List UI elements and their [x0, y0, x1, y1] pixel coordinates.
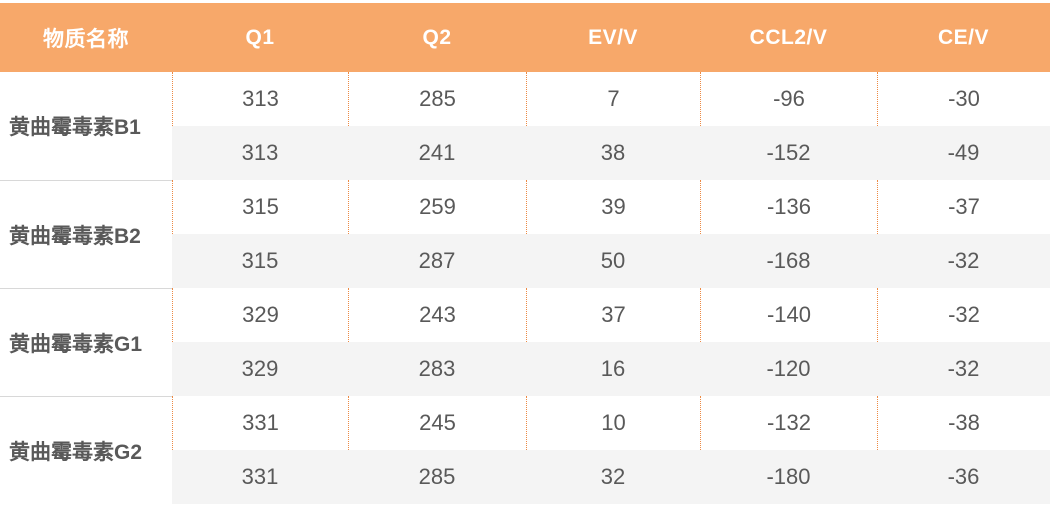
data-cell: -132: [700, 396, 877, 450]
data-cell: 287: [348, 234, 526, 288]
data-cell: 283: [348, 342, 526, 396]
data-cell: 315: [172, 234, 348, 288]
data-cell: -120: [700, 342, 877, 396]
header-ccl2: CCL2/V: [700, 3, 877, 72]
data-cell: -140: [700, 288, 877, 342]
data-cell: -32: [877, 288, 1050, 342]
data-cell: -49: [877, 126, 1050, 180]
data-cell: -38: [877, 396, 1050, 450]
data-cell: 50: [526, 234, 700, 288]
header-substance-name: 物质名称: [0, 3, 172, 72]
substance-name-b1: 黄曲霉毒素B1: [0, 72, 172, 180]
data-cell: 16: [526, 342, 700, 396]
data-cell: 331: [172, 396, 348, 450]
data-cell: -96: [700, 72, 877, 126]
data-cell: -152: [700, 126, 877, 180]
header-ce: CE/V: [877, 3, 1050, 72]
data-cell: -168: [700, 234, 877, 288]
data-cell: -180: [700, 450, 877, 504]
data-cell: 285: [348, 450, 526, 504]
data-cell: 331: [172, 450, 348, 504]
data-cell: 285: [348, 72, 526, 126]
header-q1: Q1: [172, 3, 348, 72]
substance-name-g1: 黄曲霉毒素G1: [0, 288, 172, 396]
data-cell: 7: [526, 72, 700, 126]
data-cell: 10: [526, 396, 700, 450]
data-cell: 315: [172, 180, 348, 234]
data-cell: -32: [877, 234, 1050, 288]
data-cell: -36: [877, 450, 1050, 504]
data-cell: 32: [526, 450, 700, 504]
data-cell: 37: [526, 288, 700, 342]
data-cell: 245: [348, 396, 526, 450]
data-cell: 241: [348, 126, 526, 180]
substance-name-g2: 黄曲霉毒素G2: [0, 396, 172, 504]
data-cell: -37: [877, 180, 1050, 234]
substance-data-table: 物质名称 Q1 Q2 EV/V CCL2/V CE/V 黄曲霉毒素B1 313 …: [0, 3, 1050, 504]
data-cell: 313: [172, 126, 348, 180]
substance-name-b2: 黄曲霉毒素B2: [0, 180, 172, 288]
data-cell: -136: [700, 180, 877, 234]
data-cell: -30: [877, 72, 1050, 126]
header-q2: Q2: [348, 3, 526, 72]
header-ev: EV/V: [526, 3, 700, 72]
data-cell: 243: [348, 288, 526, 342]
data-cell: 39: [526, 180, 700, 234]
data-cell: 38: [526, 126, 700, 180]
data-cell: 329: [172, 342, 348, 396]
data-cell: -32: [877, 342, 1050, 396]
data-cell: 259: [348, 180, 526, 234]
data-cell: 313: [172, 72, 348, 126]
data-cell: 329: [172, 288, 348, 342]
